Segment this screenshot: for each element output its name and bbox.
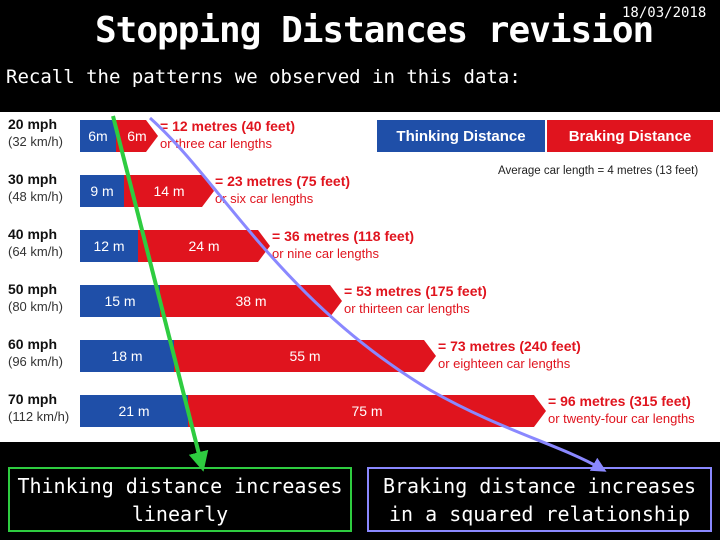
slide-date: 18/03/2018 bbox=[622, 5, 707, 21]
speed-kmh: (64 km/h) bbox=[8, 244, 63, 259]
speed-label: 30 mph (48 km/h) bbox=[8, 171, 63, 205]
total-metres: = 73 metres (240 feet) bbox=[438, 338, 581, 354]
car-lengths: or six car lengths bbox=[215, 191, 314, 206]
car-lengths: or nine car lengths bbox=[272, 246, 379, 261]
stopping-distance-chart: Thinking Distance Braking Distance Avera… bbox=[0, 112, 720, 442]
speed-mph: 60 mph bbox=[8, 336, 58, 352]
row-20mph: 20 mph (32 km/h) 6m 6m = 12 metres (40 f… bbox=[0, 112, 720, 167]
total-distance: = 96 metres (315 feet) or twenty-four ca… bbox=[548, 393, 695, 427]
speed-kmh: (112 km/h) bbox=[8, 409, 70, 424]
braking-bar: 6m bbox=[116, 120, 158, 152]
braking-bar: 38 m bbox=[160, 285, 342, 317]
car-lengths: or eighteen car lengths bbox=[438, 356, 571, 371]
row-40mph: 40 mph (64 km/h) 12 m 24 m = 36 metres (… bbox=[0, 222, 720, 277]
speed-kmh: (96 km/h) bbox=[8, 354, 63, 369]
braking-bar: 75 m bbox=[188, 395, 546, 427]
thinking-bar: 9 m bbox=[80, 175, 124, 207]
speed-label: 40 mph (64 km/h) bbox=[8, 226, 63, 260]
row-70mph: 70 mph (112 km/h) 21 m 75 m = 96 metres … bbox=[0, 387, 720, 442]
slide-title: Stopping Distances revision bbox=[95, 10, 654, 51]
speed-mph: 40 mph bbox=[8, 226, 58, 242]
row-30mph: 30 mph (48 km/h) 9 m 14 m = 23 metres (7… bbox=[0, 167, 720, 222]
speed-kmh: (80 km/h) bbox=[8, 299, 63, 314]
speed-mph: 70 mph bbox=[8, 391, 58, 407]
speed-label: 20 mph (32 km/h) bbox=[8, 116, 63, 150]
total-distance: = 53 metres (175 feet) or thirteen car l… bbox=[344, 283, 487, 317]
car-lengths: or thirteen car lengths bbox=[344, 301, 470, 316]
slide-subtitle: Recall the patterns we observed in this … bbox=[6, 66, 521, 88]
speed-label: 50 mph (80 km/h) bbox=[8, 281, 63, 315]
total-metres: = 12 metres (40 feet) bbox=[160, 118, 296, 134]
total-metres: = 36 metres (118 feet) bbox=[272, 228, 415, 244]
thinking-conclusion-box: Thinking distance increases linearly bbox=[8, 467, 352, 532]
car-lengths: or twenty-four car lengths bbox=[548, 411, 695, 426]
braking-bar: 14 m bbox=[124, 175, 214, 207]
row-60mph: 60 mph (96 km/h) 18 m 55 m = 73 metres (… bbox=[0, 332, 720, 387]
total-distance: = 12 metres (40 feet) or three car lengt… bbox=[160, 118, 295, 152]
speed-label: 70 mph (112 km/h) bbox=[8, 391, 69, 425]
total-metres: = 23 metres (75 feet) bbox=[215, 173, 351, 189]
speed-mph: 20 mph bbox=[8, 116, 58, 132]
braking-conclusion-box: Braking distance increases in a squared … bbox=[367, 467, 712, 532]
speed-kmh: (48 km/h) bbox=[8, 189, 63, 204]
thinking-bar: 12 m bbox=[80, 230, 138, 262]
speed-label: 60 mph (96 km/h) bbox=[8, 336, 63, 370]
speed-kmh: (32 km/h) bbox=[8, 134, 63, 149]
braking-bar: 24 m bbox=[138, 230, 270, 262]
thinking-bar: 15 m bbox=[80, 285, 160, 317]
speed-mph: 50 mph bbox=[8, 281, 58, 297]
row-50mph: 50 mph (80 km/h) 15 m 38 m = 53 metres (… bbox=[0, 277, 720, 332]
total-distance: = 73 metres (240 feet) or eighteen car l… bbox=[438, 338, 581, 372]
braking-bar: 55 m bbox=[174, 340, 436, 372]
total-distance: = 36 metres (118 feet) or nine car lengt… bbox=[272, 228, 414, 262]
speed-mph: 30 mph bbox=[8, 171, 58, 187]
car-lengths: or three car lengths bbox=[160, 136, 273, 151]
thinking-bar: 6m bbox=[80, 120, 116, 152]
total-distance: = 23 metres (75 feet) or six car lengths bbox=[215, 173, 350, 207]
thinking-bar: 18 m bbox=[80, 340, 174, 372]
total-metres: = 53 metres (175 feet) bbox=[344, 283, 487, 299]
thinking-bar: 21 m bbox=[80, 395, 188, 427]
total-metres: = 96 metres (315 feet) bbox=[548, 393, 691, 409]
